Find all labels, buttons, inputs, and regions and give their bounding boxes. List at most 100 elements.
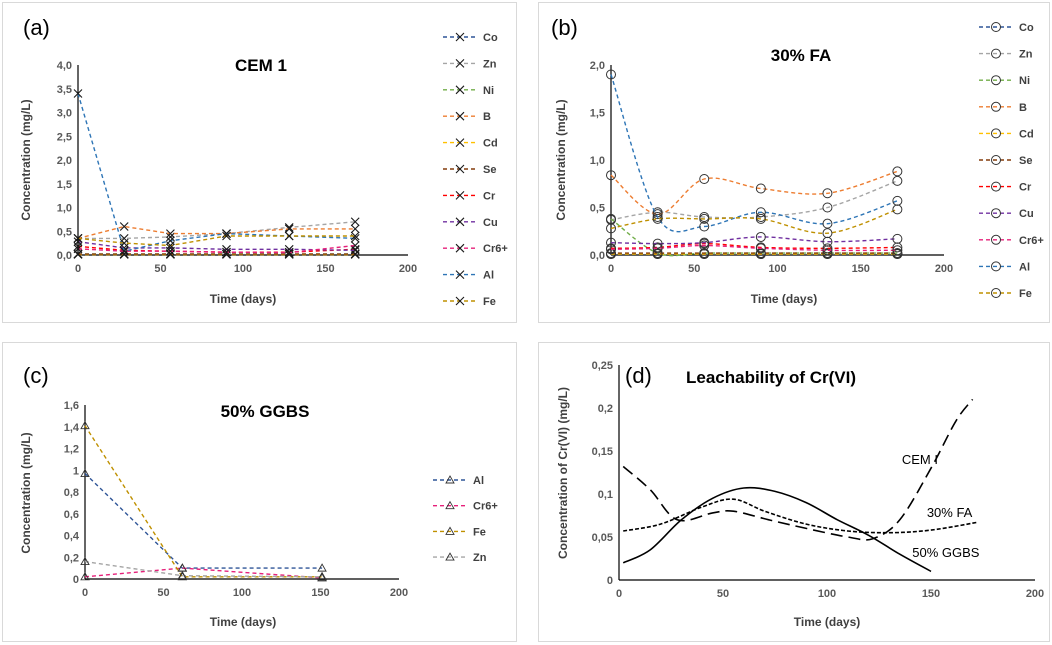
chart-panel-b: 0,0 0,5 1,0 1,5 2,0 0 50 100 150 200 Time (days) Co…	[538, 2, 1050, 323]
data-point	[119, 238, 129, 248]
chart-svg-pd: 0 0,05 0,1 0,15 0,2 0,25 0 50 100 150 200 Time (day…	[556, 360, 1044, 629]
x-axis-label: Time (days)	[210, 292, 276, 306]
x-tick-label: 150	[316, 263, 334, 275]
legend-label: B	[483, 111, 491, 123]
y-tick-label: 1,5	[57, 179, 72, 191]
y-tick-label: 2,0	[57, 155, 72, 167]
data-point	[892, 204, 903, 215]
series-fe	[80, 420, 327, 581]
series-se	[606, 248, 903, 259]
legend-label: Cu	[1019, 208, 1034, 220]
chart-panel-a: 0,0 0,5 1,0 1,5 2,0 2,5 3,0 3,5 4,0 0 50 100 150 200 T…	[2, 2, 517, 323]
data-point	[222, 247, 231, 257]
legend-marker	[991, 101, 1001, 112]
data-point	[177, 570, 188, 580]
data-point	[755, 231, 766, 242]
data-point	[755, 183, 766, 194]
series-line	[77, 225, 356, 240]
data-point	[606, 69, 616, 80]
data-point	[222, 231, 231, 241]
legend-marker	[455, 164, 465, 174]
y-tick-label: 1,6	[64, 400, 79, 412]
legend-marker	[455, 32, 465, 42]
legend-label: Ni	[483, 85, 494, 97]
panel-label: (d)	[625, 363, 652, 388]
x-tick-label: 0	[82, 587, 88, 599]
series-b	[606, 166, 903, 220]
legend-label: Fe	[483, 296, 496, 308]
legend-label: Fe	[473, 526, 486, 538]
series-line	[77, 241, 356, 251]
data-point	[166, 241, 175, 250]
series-line	[84, 567, 323, 579]
panel-label: (a)	[23, 15, 50, 40]
x-tick-label: 100	[233, 587, 251, 599]
legend-marker	[991, 181, 1001, 192]
series-zn	[73, 217, 360, 243]
chart-svg-pc: 0 0,2 0,4 0,6 0,8 1 1,2 1,4 1,6 0 50 100 150 200 Time …	[19, 363, 498, 629]
legend-marker	[991, 22, 1001, 32]
data-point	[166, 229, 175, 239]
legend-marker	[991, 155, 1001, 165]
y-tick-label: 0,05	[592, 532, 613, 544]
chart-panel-c: 0 0,2 0,4 0,6 0,8 1 1,2 1,4 1,6 0 50 100 150 200 Time …	[2, 342, 517, 642]
y-tick-label: 0	[607, 575, 613, 587]
legend-label: Se	[483, 164, 496, 176]
series-line	[84, 472, 323, 569]
series-line	[78, 221, 356, 240]
legend-marker	[991, 48, 1001, 59]
data-point	[652, 243, 663, 254]
series-line	[623, 498, 977, 534]
legend-label: Zn	[473, 552, 487, 564]
legend-label: Al	[483, 270, 494, 282]
data-point	[80, 468, 90, 477]
panel-label: (b)	[551, 15, 578, 40]
data-point	[822, 188, 833, 199]
legend-label: Fe	[1019, 288, 1032, 300]
legend-label: Se	[1019, 155, 1032, 167]
data-point	[652, 238, 663, 249]
y-tick-label: 0,5	[590, 203, 605, 215]
data-point	[822, 228, 833, 239]
data-point	[822, 245, 833, 256]
y-axis-label: Concentration (mg/L)	[554, 99, 568, 220]
data-point	[166, 249, 175, 259]
y-tick-label: 0,1	[598, 489, 613, 501]
legend-label: Al	[1019, 261, 1030, 273]
legend-label: Cr	[1019, 182, 1032, 194]
data-point	[652, 213, 663, 224]
data-point	[892, 233, 903, 244]
y-tick-label: 3,5	[57, 84, 72, 96]
chart-svg-pb: 0,0 0,5 1,0 1,5 2,0 0 50 100 150 200 Time (days) Co…	[551, 15, 1044, 306]
series-al	[606, 69, 903, 233]
legend-label: Cr6+	[483, 243, 508, 255]
y-tick-label: 0,15	[592, 446, 613, 458]
y-tick-label: 0,0	[590, 250, 605, 262]
data-point	[699, 237, 710, 248]
data-point	[284, 223, 294, 232]
series-label: 30% FA	[927, 505, 973, 520]
series-line	[610, 170, 898, 215]
data-point	[755, 243, 766, 254]
series-cu	[606, 231, 903, 249]
series-zn	[606, 175, 903, 225]
data-point	[892, 245, 903, 256]
panel-label: (c)	[23, 363, 49, 388]
data-point	[606, 244, 616, 255]
data-point	[755, 213, 766, 224]
series-line	[610, 244, 898, 252]
legend-marker	[455, 111, 465, 121]
legend-marker	[455, 191, 465, 200]
x-axis-label: Time (days)	[751, 292, 817, 306]
series-line	[622, 398, 974, 541]
x-tick-label: 0	[75, 263, 81, 275]
data-point	[284, 224, 294, 234]
legend-marker	[991, 208, 1001, 219]
data-point	[80, 556, 90, 566]
data-point	[699, 213, 710, 224]
x-tick-label: 0	[608, 263, 614, 275]
legend-marker	[455, 296, 465, 306]
x-tick-label: 150	[852, 263, 870, 275]
data-point	[317, 571, 327, 581]
data-point	[606, 170, 616, 181]
